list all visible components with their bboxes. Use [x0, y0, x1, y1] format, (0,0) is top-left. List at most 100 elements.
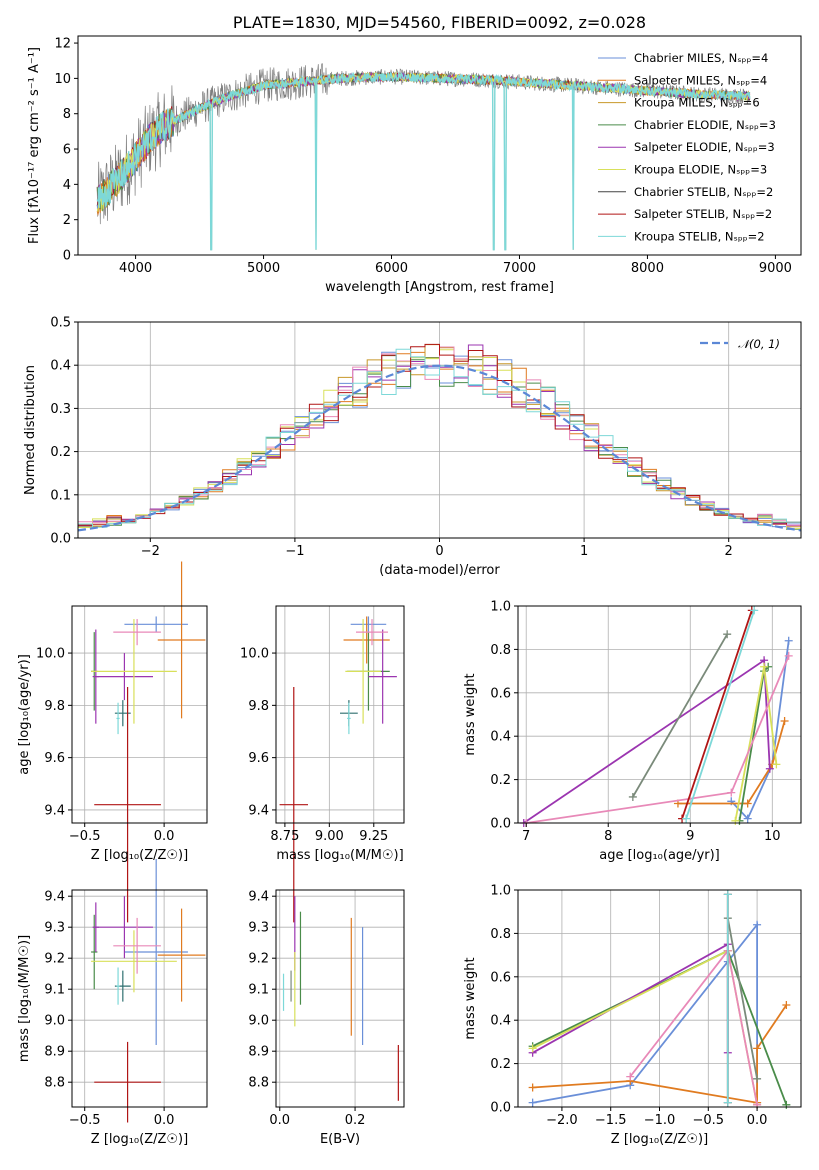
massweight-vs-Z-ytick-label-5: 1.0 [490, 884, 511, 899]
massweight-vs-age-series-4-marker-0 [731, 816, 740, 825]
age-vs-mass-xlabel: mass [log₁₀(M/M☉)] [276, 848, 403, 863]
massweight-vs-Z-ytick-label-0: 0.0 [490, 1101, 511, 1116]
massweight-vs-age-series-3-marker-2 [765, 764, 774, 773]
mass-vs-Z-ylabel: mass [log₁₀(M/M☉)] [17, 935, 32, 1062]
mass-vs-Z-ytick-label-6: 9.4 [44, 890, 65, 905]
massweight-vs-age-series-0-marker-1 [743, 814, 752, 823]
mass-vs-Z-frame [71, 889, 208, 1108]
massweight-vs-Z-ytick-label-3: 0.6 [490, 970, 511, 985]
spectrum-legend-label-8: Kroupa STELIB, Nₛₚₚ=2 [634, 229, 765, 243]
normal-curve [77, 364, 802, 532]
mass-vs-ebv-frame [275, 889, 405, 1108]
massweight-vs-age-series-1-marker-1 [743, 799, 752, 808]
massweight-vs-Z-series-2-marker-2 [782, 1100, 791, 1109]
spectrum-ytick-label-0: 0 [63, 249, 71, 264]
residuals-ytick-label-4: 0.4 [50, 359, 71, 374]
spectrum-xtick-label-0: 4000 [119, 261, 152, 276]
spectrum-ytick-label-1: 2 [63, 213, 71, 228]
massweight-vs-Z-xtick-label-2: −1.0 [644, 1113, 676, 1128]
spectrum-model-line-8 [96, 71, 751, 251]
mass-vs-ebv-xlabel: E(B-V) [320, 1132, 360, 1147]
spectrum-legend-label-0: Chabrier MILES, Nₛₚₚ=4 [634, 51, 768, 65]
residuals-ytick-label-0: 0.0 [50, 532, 71, 547]
mass-vs-Z-ytick-label-0: 8.8 [44, 1076, 65, 1091]
massweight-vs-age-series-4-marker-2 [772, 760, 781, 769]
massweight-vs-age-xtick-label-1: 8 [604, 829, 612, 844]
data-layer [77, 63, 802, 1123]
massweight-vs-Z-xtick-label-3: −0.5 [693, 1113, 725, 1128]
residuals-legend-label: 𝒩(0, 1) [738, 337, 780, 351]
massweight-vs-age-series-3 [523, 658, 771, 824]
spectrum-ytick-label-5: 10 [54, 72, 71, 87]
massweight-vs-age-series-2 [738, 666, 769, 821]
residuals-ytick-label-1: 0.1 [50, 488, 71, 503]
age-vs-Z-xtick-label-0: −0.5 [69, 829, 101, 844]
massweight-vs-Z-series-0-marker-0 [528, 1098, 537, 1107]
massweight-vs-Z-xtick-label-4: 0.0 [747, 1113, 768, 1128]
text-layer: 4000 5000 6000 7000 8000 9000024681012wavelen… [17, 13, 792, 1147]
massweight-vs-Z-series-1-marker-0 [528, 1083, 537, 1092]
age-vs-mass-xtick-label-1: 9.00 [315, 829, 344, 844]
spectrum-xlabel: wavelength [Angstrom, rest frame] [325, 280, 554, 295]
age-vs-mass-xtick-label-0: 8.75 [270, 829, 299, 844]
massweight-vs-age-series-4 [734, 666, 778, 821]
spectrum-xtick-label-4: 8000 [631, 261, 664, 276]
residuals-ylabel: Normed distribution [23, 365, 38, 495]
age-vs-Z-xlabel: Z [log₁₀(Z/Z☉)] [91, 848, 188, 863]
spectrum-ylabel: Flux [fλ10⁻¹⁷ erg cm⁻² s⁻¹ A⁻¹] [27, 47, 42, 244]
residuals-ytick-label-5: 0.5 [50, 316, 71, 331]
massweight-vs-age-series-8 [685, 610, 756, 819]
massweight-vs-age-frame [517, 605, 802, 824]
spectrum-xtick-label-1: 5000 [247, 261, 280, 276]
massweight-vs-Z-series-8-marker-1 [723, 890, 732, 899]
massweight-vs-Z-series-6 [726, 918, 758, 1079]
mass-vs-Z-ytick-label-2: 9.0 [44, 1014, 65, 1029]
massweight-vs-Z-series-6-marker-1 [753, 1074, 762, 1083]
massweight-vs-Z-series-5-marker-0 [626, 1072, 635, 1081]
mass-vs-ebv-ytick-label-5: 9.3 [248, 921, 269, 936]
massweight-vs-age-ytick-label-5: 1.0 [490, 600, 511, 615]
residuals-ytick-label-2: 0.2 [50, 445, 71, 460]
massweight-vs-Z-xtick-label-0: −2.0 [546, 1113, 578, 1128]
massweight-vs-age-xtick-label-3: 10 [764, 829, 781, 844]
age-vs-mass-ytick-label-1: 9.6 [248, 751, 269, 766]
spectrum-frame [77, 35, 802, 256]
spectrum-xtick-label-3: 7000 [503, 261, 536, 276]
massweight-vs-Z-series-8-marker-0 [723, 1098, 732, 1107]
mass-vs-ebv-xtick-label-0: 0.0 [269, 1113, 290, 1128]
mass-vs-ebv-ytick-label-1: 8.9 [248, 1045, 269, 1060]
massweight-vs-age-series-5-marker-1 [727, 788, 736, 797]
spectrum-legend-label-6: Chabrier STELIB, Nₛₚₚ=2 [634, 185, 773, 199]
massweight-vs-age-xlabel: age [log₁₀(age/yr)] [599, 848, 720, 863]
residuals-ytick-label-3: 0.3 [50, 402, 71, 417]
residuals-xtick-label-4: 2 [725, 544, 733, 559]
age-vs-mass-frame [275, 605, 405, 824]
massweight-vs-age-ytick-label-1: 0.2 [490, 773, 511, 788]
spectrum-title: PLATE=1830, MJD=54560, FIBERID=0092, z=0… [233, 13, 646, 32]
massweight-vs-Z-xtick-label-1: −1.5 [595, 1113, 627, 1128]
massweight-vs-age-series-6-marker-0 [628, 792, 637, 801]
mass-vs-Z-ytick-label-5: 9.3 [44, 921, 65, 936]
massweight-vs-age-ytick-label-4: 0.8 [490, 643, 511, 658]
axes-layer [68, 35, 802, 1111]
spectrum-ytick-label-3: 6 [63, 143, 71, 158]
massweight-vs-age-ytick-label-2: 0.4 [490, 730, 511, 745]
massweight-vs-age-ytick-label-3: 0.6 [490, 686, 511, 701]
spectrum-legend-label-5: Kroupa ELODIE, Nₛₚₚ=3 [634, 163, 767, 177]
massweight-vs-Z-xlabel: Z [log₁₀(Z/Z☉)] [611, 1132, 708, 1147]
massweight-vs-age-series-5-marker-2 [784, 651, 793, 660]
residuals-xtick-label-1: −1 [285, 544, 304, 559]
massweight-vs-Z-series-0 [532, 922, 758, 1104]
massweight-vs-age-ylabel: mass weight [463, 673, 478, 755]
massweight-vs-age-series-8-marker-0 [682, 814, 691, 823]
massweight-vs-Z-series-4-marker-0 [528, 1044, 537, 1053]
massweight-vs-age-series-5 [526, 655, 790, 824]
age-vs-mass-xtick-label-2: 9.25 [359, 829, 388, 844]
age-vs-Z-ylabel: age [log₁₀(age/yr)] [17, 654, 32, 775]
massweight-vs-age-series-4-marker-1 [760, 662, 769, 671]
age-vs-Z-frame [71, 605, 208, 824]
spectrum-legend-label-7: Salpeter STELIB, Nₛₚₚ=2 [634, 207, 772, 221]
age-vs-Z-ytick-label-3: 10.0 [36, 647, 65, 662]
residuals-xtick-label-3: 1 [580, 544, 588, 559]
